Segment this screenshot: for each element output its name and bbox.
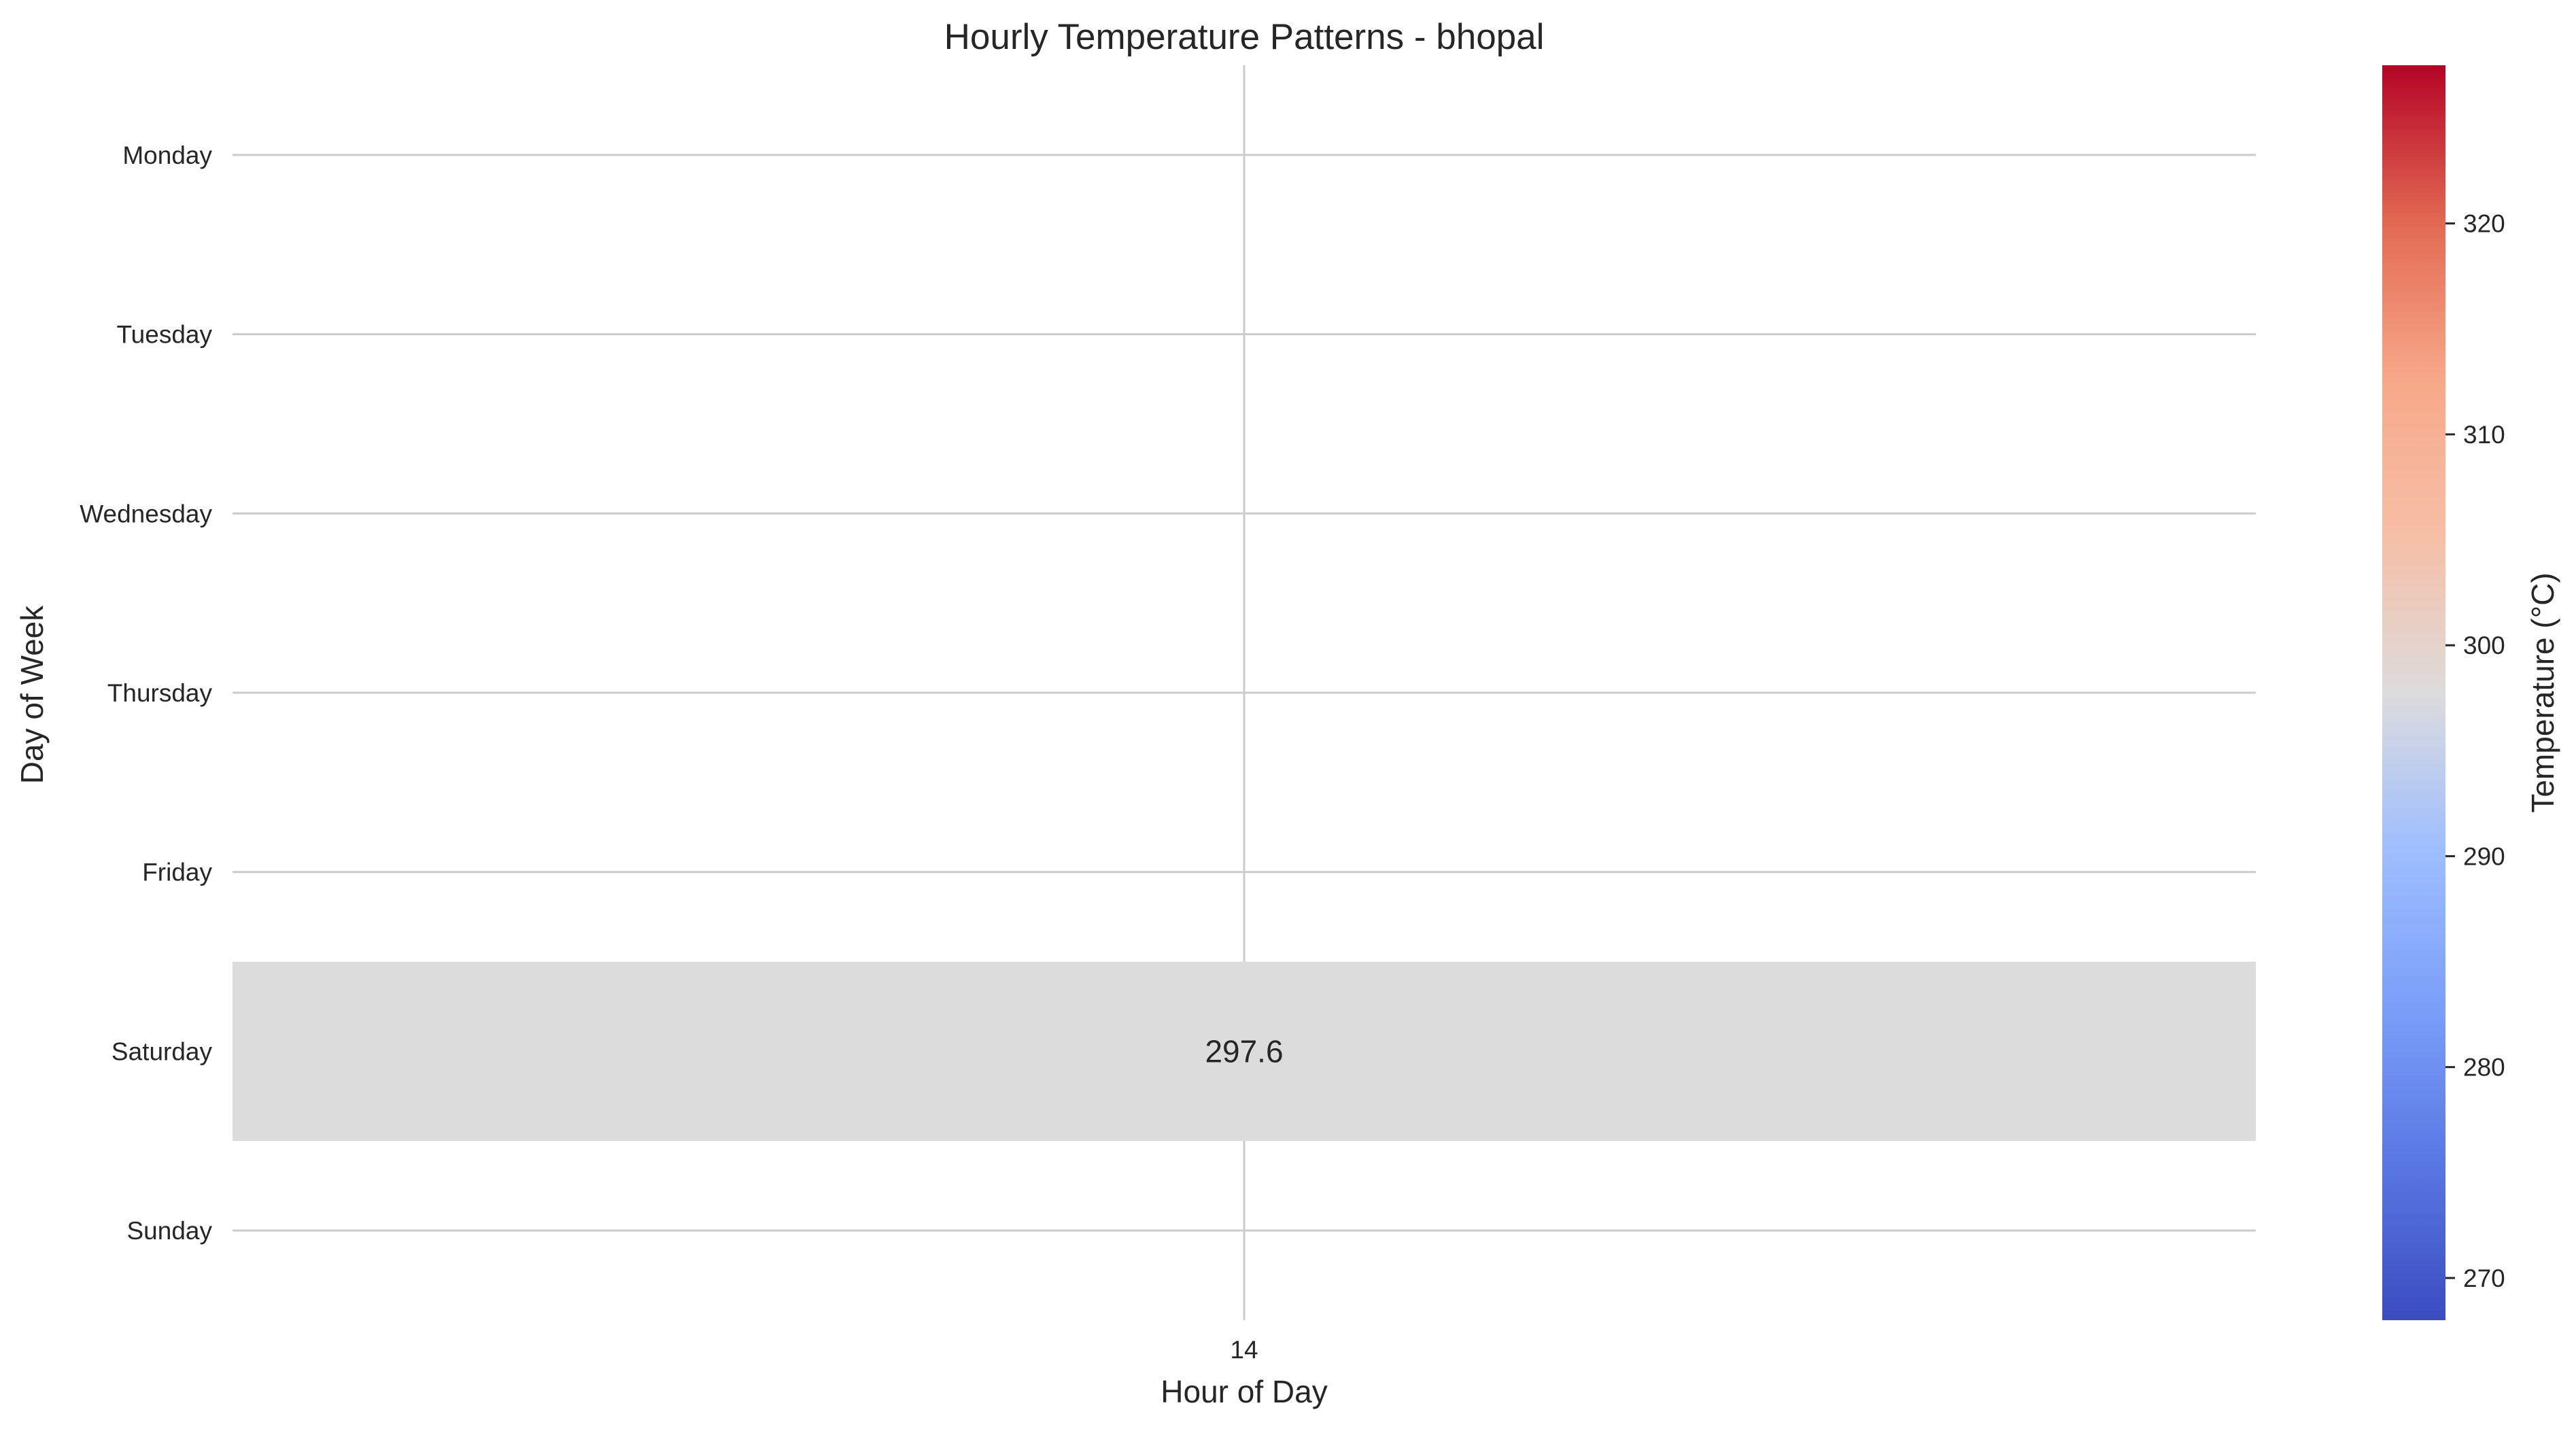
y-tick-labels: Monday Tuesday Wednesday Thursday Friday Satu… xyxy=(80,141,212,1245)
heatmap-cell xyxy=(233,961,2256,1141)
cell-value-label: 297.6 xyxy=(1205,1033,1283,1069)
colorbar-tick-label: 320 xyxy=(2463,210,2505,238)
y-axis-label: Day of Week xyxy=(14,605,50,784)
heatmap-cells: 297.6 xyxy=(233,961,2256,1141)
y-tick-label: Thursday xyxy=(107,679,213,707)
colorbar-tick-label: 310 xyxy=(2463,421,2505,449)
y-tick-label: Monday xyxy=(122,141,212,169)
colorbar-tick-label: 270 xyxy=(2463,1264,2505,1292)
y-tick-label: Saturday xyxy=(111,1037,213,1065)
colorbar-ticks: 270 280 290 300 310 320 xyxy=(2445,210,2505,1292)
chart-title: Hourly Temperature Patterns - bhopal xyxy=(944,17,1545,57)
y-tick-label: Tuesday xyxy=(116,321,212,349)
y-tick-label: Wednesday xyxy=(80,500,212,528)
colorbar-label: Temperature (°C) xyxy=(2525,572,2560,812)
colorbar-tick-label: 300 xyxy=(2463,632,2505,659)
x-axis-label: Hour of Day xyxy=(1161,1374,1327,1409)
colorbar-tick-label: 280 xyxy=(2463,1054,2505,1082)
y-tick-label: Friday xyxy=(142,859,212,886)
colorbar-tick-label: 290 xyxy=(2463,842,2505,870)
x-tick-label: 14 xyxy=(1230,1336,1258,1364)
x-tick-labels: 14 xyxy=(1230,1336,1258,1364)
y-tick-label: Sunday xyxy=(127,1217,213,1245)
colorbar xyxy=(2382,65,2445,1320)
